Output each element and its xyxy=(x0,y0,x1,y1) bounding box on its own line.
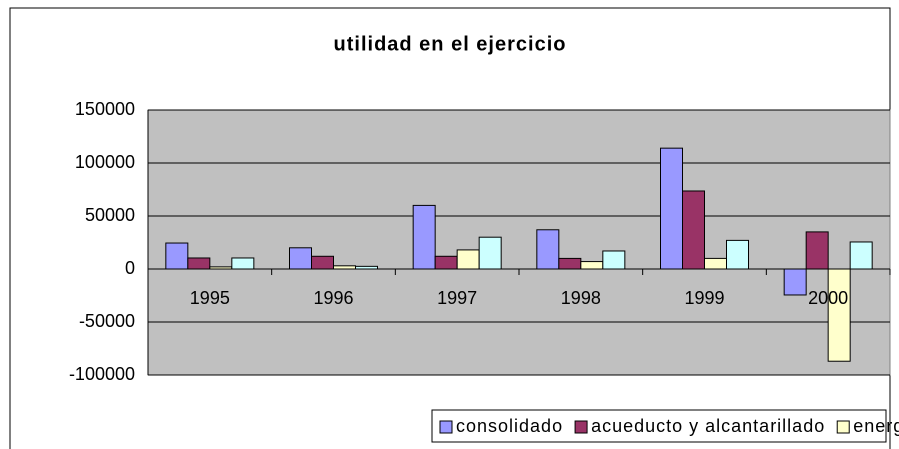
bar xyxy=(456,249,480,270)
y-tick-label: 0 xyxy=(125,258,135,278)
bar xyxy=(682,190,705,270)
bar xyxy=(827,268,851,362)
bar xyxy=(660,147,683,270)
bars xyxy=(165,147,873,362)
bar xyxy=(311,255,334,270)
bar xyxy=(536,229,560,270)
legend-label: energia xyxy=(853,416,899,436)
x-tick-label: 1998 xyxy=(561,288,601,308)
bar xyxy=(704,257,727,270)
bar xyxy=(231,257,255,270)
legend: consolidado acueducto y alcantarillado ene… xyxy=(439,416,899,436)
y-tick-label: 100000 xyxy=(75,152,135,172)
bar xyxy=(602,250,626,270)
bar xyxy=(558,257,582,270)
y-tick-label: 50000 xyxy=(85,205,135,225)
bar xyxy=(580,261,604,270)
x-tick-label: 1996 xyxy=(313,288,353,308)
x-tick-label: 1999 xyxy=(684,288,724,308)
legend-swatch xyxy=(836,420,850,434)
bar xyxy=(187,257,211,270)
bar xyxy=(434,255,458,270)
legend-label: acueducto y alcantarillado xyxy=(591,416,825,436)
x-tick-label: 1997 xyxy=(437,288,477,308)
bar xyxy=(726,239,749,270)
legend-box xyxy=(431,409,887,443)
chart-title: utilidad en el ejercicio xyxy=(334,33,567,55)
bar xyxy=(478,236,502,270)
bar xyxy=(783,268,807,296)
labels: -100000 -50000 0 50000 100000 150000 1995 1996 1… xyxy=(69,99,891,384)
plot-area xyxy=(147,109,891,376)
legend-swatch xyxy=(439,420,453,434)
y-tick-label: -50000 xyxy=(79,311,135,331)
x-tick-label: 2000 xyxy=(808,288,848,308)
bar xyxy=(289,247,312,270)
y-tick-label: -100000 xyxy=(69,364,135,384)
legend-swatch xyxy=(574,420,588,434)
bar xyxy=(849,241,873,270)
bar xyxy=(412,204,436,270)
legend-label: consolidado xyxy=(456,416,563,436)
bar xyxy=(805,231,829,270)
y-tick-label: 150000 xyxy=(75,99,135,119)
x-tick-label: 1995 xyxy=(190,288,230,308)
bar xyxy=(165,242,189,270)
